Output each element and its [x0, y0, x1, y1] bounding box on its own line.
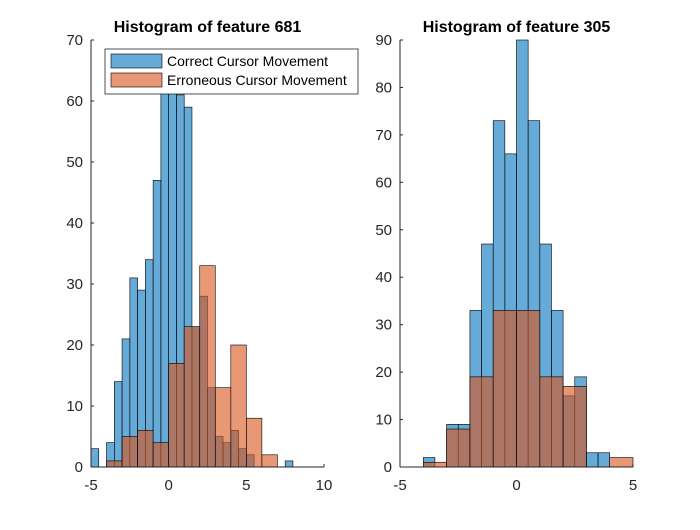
x-tick-label: 0 [164, 477, 172, 494]
x-tick-label: 10 [316, 477, 333, 494]
x-tick-label: -5 [84, 477, 97, 494]
x-tick-label: 0 [512, 477, 520, 494]
y-tick-label: 60 [66, 93, 83, 110]
bar [137, 430, 154, 468]
y-tick-label: 20 [66, 337, 83, 354]
chart-title: Histogram of feature 305 [423, 19, 611, 36]
bar [469, 376, 494, 468]
series-erroneous [106, 265, 278, 468]
bar [114, 381, 123, 468]
chart-title: Histogram of feature 681 [114, 19, 302, 36]
y-tick-label: 0 [384, 459, 392, 476]
bar [106, 460, 123, 468]
bar [609, 457, 634, 468]
bar [422, 461, 447, 468]
y-tick-label: 30 [375, 317, 392, 334]
bar [516, 310, 541, 468]
bar [152, 180, 162, 468]
y-tick-label: 20 [375, 364, 392, 381]
bar [284, 460, 294, 468]
bar [539, 376, 564, 468]
bar [562, 386, 587, 468]
legend-swatch [110, 53, 163, 69]
y-tick-label: 40 [375, 269, 392, 286]
bar [121, 436, 138, 468]
y-tick-label: 30 [66, 276, 83, 293]
legend: Correct Cursor Movement Erroneous Cursor … [104, 48, 359, 95]
bar [446, 428, 471, 468]
bar [199, 265, 216, 468]
y-tick-label: 0 [75, 459, 83, 476]
bar [90, 448, 100, 468]
bar [214, 387, 232, 468]
series-erroneous [422, 310, 634, 468]
y-tick-label: 80 [375, 79, 392, 96]
y-tick-label: 40 [66, 215, 83, 232]
y-tick-label: 50 [66, 154, 83, 171]
bar [152, 442, 169, 468]
bar [183, 326, 201, 468]
bar [492, 310, 517, 468]
bar [246, 417, 263, 468]
bar [160, 88, 169, 468]
x-tick-label: 5 [629, 477, 637, 494]
x-tick-label: -5 [393, 477, 406, 494]
legend-swatch [110, 72, 163, 88]
y-tick-label: 90 [375, 32, 392, 49]
bar [597, 452, 610, 468]
bar [230, 344, 247, 468]
bar [168, 362, 185, 468]
x-tick-label: 5 [242, 477, 250, 494]
y-tick-label: 10 [375, 412, 392, 429]
bar [261, 454, 278, 468]
bar [586, 452, 599, 468]
y-tick-label: 10 [66, 398, 83, 415]
legend-label: Correct Cursor Movement [167, 53, 328, 69]
y-tick-label: 70 [66, 32, 83, 49]
y-tick-label: 70 [375, 127, 392, 144]
y-tick-label: 60 [375, 174, 392, 191]
y-tick-label: 50 [375, 222, 392, 239]
legend-label: Erroneous Cursor Movement [167, 72, 347, 88]
